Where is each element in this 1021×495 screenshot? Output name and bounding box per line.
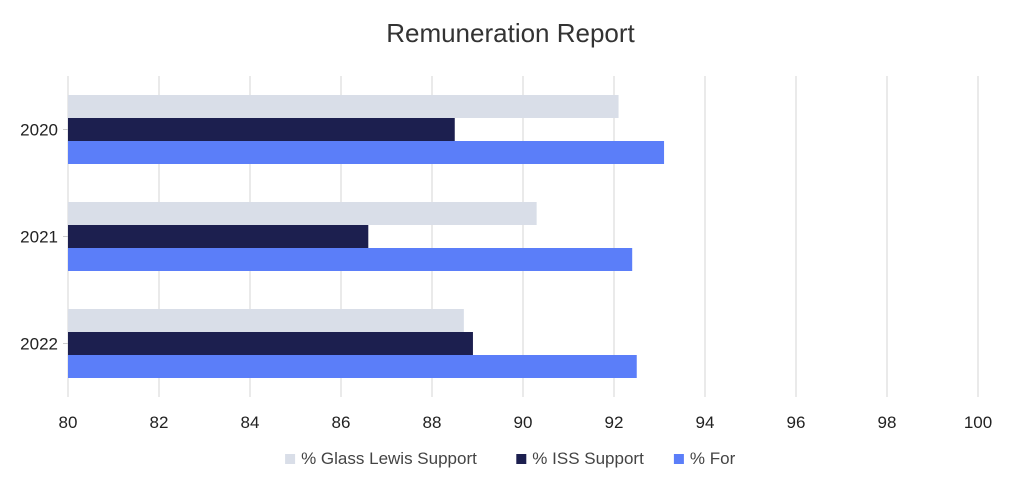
legend-label-1: % ISS Support (532, 449, 644, 468)
bar-2020-series-2 (68, 141, 665, 164)
x-tick-label-4: 88 (423, 413, 442, 432)
y-tick-label-2020: 2020 (20, 121, 58, 140)
bar-2021-series-1 (68, 225, 369, 248)
bar-2022-series-0 (68, 309, 464, 332)
chart-title: Remuneration Report (386, 18, 635, 48)
bar-2021-series-0 (68, 202, 537, 225)
x-tick-label-6: 92 (605, 413, 624, 432)
bar-2020-series-1 (68, 118, 455, 141)
x-tick-label-2: 84 (241, 413, 260, 432)
legend-swatch-0 (285, 454, 296, 464)
legend-swatch-2 (673, 454, 684, 464)
bar-2021-series-2 (68, 248, 633, 271)
x-tick-label-5: 90 (514, 413, 533, 432)
x-tick-label-0: 80 (59, 413, 78, 432)
bar-2022-series-2 (68, 355, 637, 378)
bar-2022-series-1 (68, 332, 473, 355)
x-tick-label-8: 96 (787, 413, 806, 432)
x-tick-label-7: 94 (696, 413, 715, 432)
legend-label-0: % Glass Lewis Support (301, 449, 477, 468)
legend-swatch-1 (516, 454, 527, 464)
x-tick-label-3: 86 (332, 413, 351, 432)
y-tick-label-2022: 2022 (20, 335, 58, 354)
y-tick-label-2021: 2021 (20, 228, 58, 247)
x-tick-label-10: 100 (964, 413, 992, 432)
legend-label-2: % For (690, 449, 736, 468)
x-tick-label-9: 98 (878, 413, 897, 432)
bar-2020-series-0 (68, 95, 619, 118)
x-tick-label-1: 82 (150, 413, 169, 432)
